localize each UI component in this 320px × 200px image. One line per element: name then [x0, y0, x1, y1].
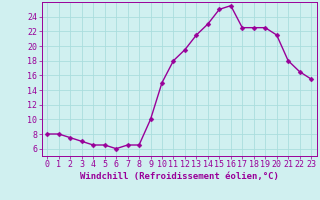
X-axis label: Windchill (Refroidissement éolien,°C): Windchill (Refroidissement éolien,°C) — [80, 172, 279, 181]
